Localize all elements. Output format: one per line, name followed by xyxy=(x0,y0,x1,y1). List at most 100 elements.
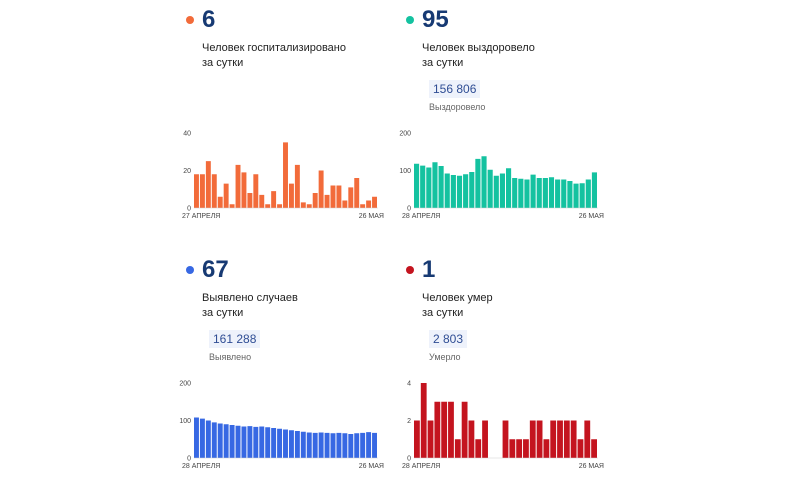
hospitalized-bar xyxy=(271,191,277,209)
cases-bar xyxy=(265,427,271,458)
deaths-bar xyxy=(434,401,441,458)
recovered-bar xyxy=(567,181,573,208)
deaths-bar xyxy=(502,420,509,458)
hospitalized-bar xyxy=(294,164,300,209)
recovered-bar xyxy=(561,179,567,208)
deaths-bar xyxy=(584,420,591,458)
recovered-dot xyxy=(406,16,414,24)
deaths-ytick-label: 4 xyxy=(407,381,411,388)
cases-ytick-label: 0 xyxy=(187,456,191,463)
cases-bar xyxy=(235,425,241,458)
cases-bar xyxy=(253,426,259,459)
cases-bar xyxy=(241,426,247,458)
recovered-bar xyxy=(469,172,475,208)
recovered-bar xyxy=(579,183,585,208)
hospitalized-dot xyxy=(186,16,194,24)
recovered-bar xyxy=(426,167,432,208)
cases-bar xyxy=(277,428,283,458)
recovered-bar xyxy=(487,169,493,208)
deaths-bar xyxy=(414,420,420,458)
recovered-bar xyxy=(432,162,438,208)
cases-bar xyxy=(318,432,324,458)
cases-chart: 0 100 200 28 АПРЕЛЯ 26 МАЯ xyxy=(179,381,384,471)
deaths-ytick-label: 2 xyxy=(407,418,411,425)
hospitalized-line2: за сутки xyxy=(202,57,244,69)
hospitalized-bar xyxy=(372,196,377,208)
hospitalized-bar xyxy=(253,174,259,208)
deaths-bar xyxy=(550,420,557,458)
recovered-total-label: Выздоровело xyxy=(429,102,486,112)
cases-bar xyxy=(366,432,372,458)
recovered-bar xyxy=(506,168,512,208)
hospitalized-bar xyxy=(205,161,211,209)
cases-bar xyxy=(324,432,330,459)
cases-x-start-label: 28 АПРЕЛЯ xyxy=(182,463,220,470)
hospitalized-bar xyxy=(199,174,205,208)
recovered-chart: 0 100 200 28 АПРЕЛЯ 26 МАЯ xyxy=(399,131,604,221)
cases-bar xyxy=(354,433,360,458)
deaths-bar xyxy=(591,439,597,458)
deaths-description: Человек умер за сутки xyxy=(422,291,493,321)
hospitalized-ytick-label: 20 xyxy=(183,168,191,175)
deaths-total-label: Умерло xyxy=(429,352,461,362)
deaths-bar xyxy=(543,439,550,458)
recovered-bar xyxy=(530,174,536,209)
cases-bar xyxy=(312,432,318,459)
recovered-ytick-label: 0 xyxy=(407,206,411,213)
cases-bar xyxy=(300,431,306,458)
cases-bar xyxy=(223,424,229,458)
deaths-bar xyxy=(557,420,563,458)
recovered-bar xyxy=(450,175,456,208)
cases-bar xyxy=(211,422,217,459)
hospitalized-ytick-label: 0 xyxy=(187,206,191,213)
hospitalized-bar xyxy=(360,204,366,208)
recovered-bar xyxy=(548,177,555,208)
recovered-bar xyxy=(573,183,579,209)
hospitalized-bar xyxy=(217,196,223,208)
hospitalized-number: 6 xyxy=(202,6,216,33)
recovered-number: 95 xyxy=(422,6,449,33)
cases-bar xyxy=(194,417,199,458)
hospitalized-bar xyxy=(342,200,348,208)
recovered-total: 156 806 xyxy=(429,80,481,98)
hospitalized-bar xyxy=(235,164,241,209)
cases-bar xyxy=(342,433,348,458)
deaths-line1: Человек умер xyxy=(422,292,493,304)
hospitalized-bar xyxy=(366,200,372,208)
deaths-bar xyxy=(536,420,543,458)
hospitalized-bar xyxy=(223,183,229,209)
cases-bar xyxy=(330,433,336,458)
cases-line2: за сутки xyxy=(202,307,244,319)
recovered-bar xyxy=(536,178,542,208)
deaths-line2: за сутки xyxy=(422,307,464,319)
recovered-ytick-label: 200 xyxy=(399,131,411,138)
cases-description: Выявлено случаев за сутки xyxy=(202,291,298,321)
hospitalized-bar xyxy=(194,174,199,208)
deaths-ytick-label: 0 xyxy=(407,456,411,463)
hospitalized-panel: 6 Человек госпитализировано за сутки 0 20… xyxy=(180,0,420,235)
recovered-line2: за сутки xyxy=(422,57,464,69)
recovered-bar xyxy=(456,175,463,208)
cases-bar xyxy=(217,423,223,458)
cases-dot xyxy=(186,266,194,274)
recovered-bar xyxy=(414,163,420,208)
deaths-bar xyxy=(454,439,461,458)
hospitalized-bar xyxy=(312,193,318,208)
recovered-bar xyxy=(555,179,561,208)
hospitalized-bar xyxy=(283,142,288,209)
cases-total: 161 288 xyxy=(209,330,261,348)
hospitalized-bar xyxy=(330,185,336,208)
deaths-bar xyxy=(509,439,516,458)
cases-bar xyxy=(348,434,354,458)
cases-bar xyxy=(306,432,312,458)
recovered-bar xyxy=(420,165,426,208)
cases-bar xyxy=(372,432,377,459)
hospitalized-bar xyxy=(259,194,265,209)
cases-panel: 67 Выявлено случаев за сутки 161 288 Выя… xyxy=(179,250,420,485)
deaths-bar xyxy=(427,420,434,458)
recovered-bar xyxy=(481,156,487,208)
deaths-x-end-label: 26 МАЯ xyxy=(579,463,604,470)
recovered-x-start-label: 28 АПРЕЛЯ xyxy=(402,213,440,220)
hospitalized-bar xyxy=(265,204,271,208)
deaths-x-start-label: 28 АПРЕЛЯ xyxy=(402,463,440,470)
